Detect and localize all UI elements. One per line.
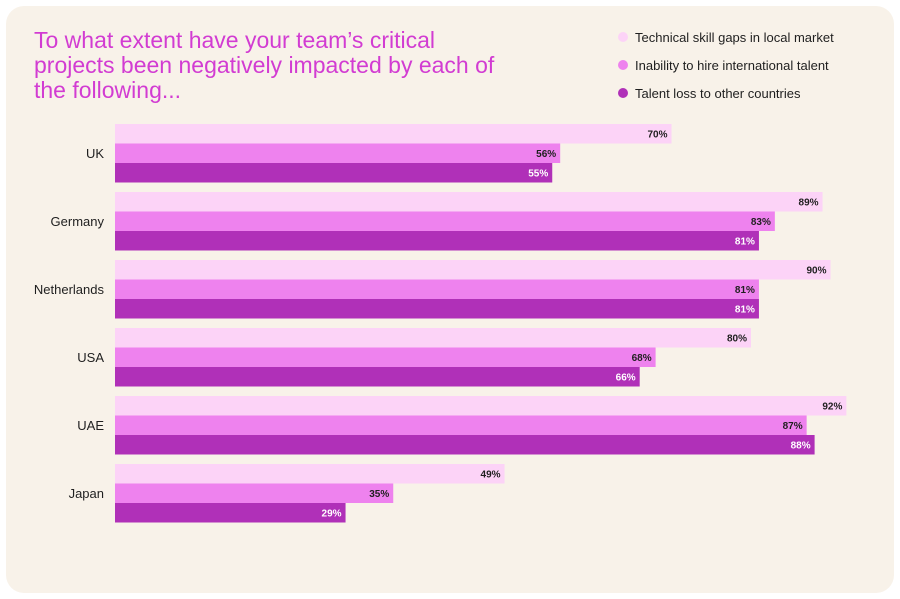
bar [115,464,505,484]
bar [115,435,815,455]
bar [115,415,807,435]
data-label: 92% [822,401,842,412]
data-label: 89% [799,197,819,208]
bar [115,367,640,387]
legend-label: Inability to hire international talent [635,58,829,73]
category-label: UAE [77,418,104,433]
data-label: 81% [735,285,755,296]
data-label: 87% [783,421,803,432]
legend-label: Technical skill gaps in local market [635,30,834,45]
data-label: 55% [528,168,548,179]
bar [115,483,394,503]
data-label: 68% [632,353,652,364]
data-label: 81% [735,236,755,247]
bar [115,211,775,231]
bar [115,143,561,163]
data-label: 66% [616,372,636,383]
bar [115,260,831,280]
data-label: 70% [647,129,667,140]
legend-swatch [618,32,628,42]
data-label: 90% [806,265,826,276]
data-label: 81% [735,304,755,315]
bar [115,396,847,416]
data-label: 83% [751,217,771,228]
chart-title: To what extent have your team’s critical… [34,27,495,103]
bar [115,503,346,523]
category-label: Netherlands [34,282,105,297]
bar [115,299,759,319]
data-label: 80% [727,333,747,344]
category-label: USA [77,350,104,365]
bar [115,192,823,212]
data-label: 29% [322,508,342,519]
bar [115,124,672,144]
bar [115,328,751,348]
legend-label: Talent loss to other countries [635,86,801,101]
category-label: Japan [69,486,104,501]
legend-swatch [618,88,628,98]
bar [115,279,759,299]
bar [115,347,656,367]
data-label: 49% [481,469,501,480]
data-label: 88% [791,440,811,451]
category-label: Germany [51,214,105,229]
data-label: 56% [536,149,556,160]
bar [115,163,553,183]
bar [115,231,759,251]
category-label: UK [86,146,104,161]
legend-swatch [618,60,628,70]
data-label: 35% [369,489,389,500]
